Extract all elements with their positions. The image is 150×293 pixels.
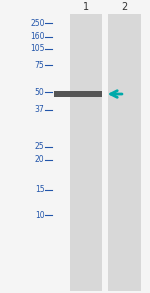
Text: 20: 20: [35, 155, 45, 164]
Bar: [54, 91, 102, 97]
Text: 105: 105: [30, 44, 45, 53]
Text: 2: 2: [122, 2, 128, 12]
Text: 1: 1: [83, 2, 89, 12]
Text: 160: 160: [30, 32, 45, 41]
Text: 10: 10: [35, 211, 45, 219]
Bar: [108, 14, 141, 291]
Bar: [70, 14, 102, 291]
Text: 37: 37: [35, 105, 45, 114]
Text: 25: 25: [35, 142, 45, 151]
Text: 50: 50: [35, 88, 45, 96]
Text: 15: 15: [35, 185, 45, 194]
Text: 75: 75: [35, 61, 45, 70]
Text: 250: 250: [30, 19, 45, 28]
